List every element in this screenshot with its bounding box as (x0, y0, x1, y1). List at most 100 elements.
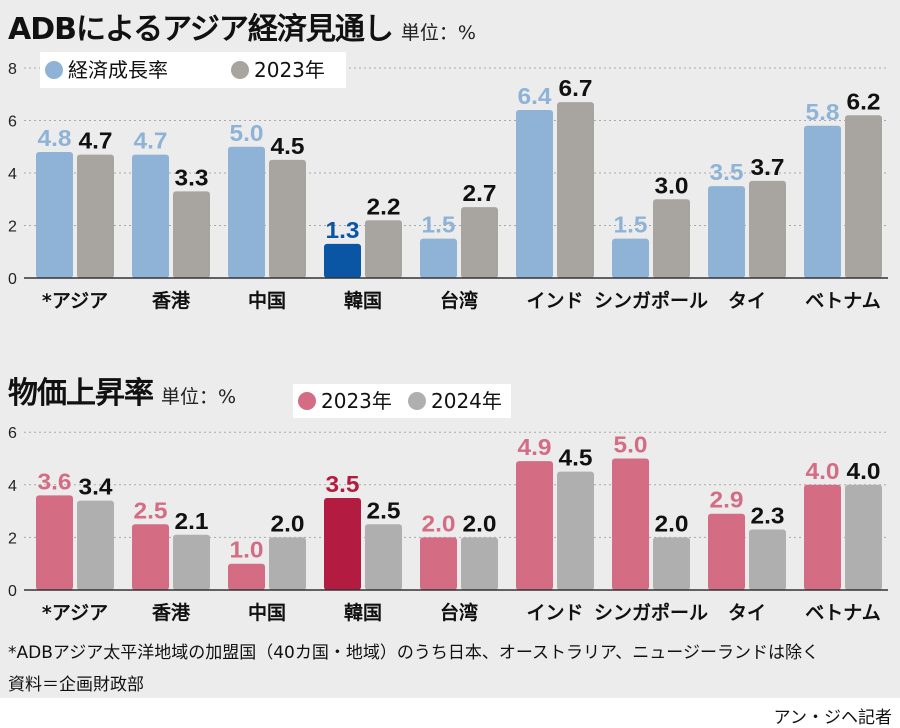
y-tick-label: 6 (8, 425, 17, 442)
bar-インド-2 (557, 102, 594, 278)
category-label: 中国 (248, 289, 286, 312)
legend-label: 2023年 (321, 389, 392, 413)
data-label: 2.5 (367, 497, 401, 523)
data-label: 5.8 (806, 99, 840, 125)
category-label: シンガポール (594, 601, 708, 624)
legend-box (293, 384, 511, 418)
legend-marker (231, 61, 249, 79)
data-label: 6.2 (847, 88, 881, 114)
data-label: 2.0 (422, 510, 456, 536)
data-label: 4.7 (79, 128, 113, 154)
credit: アン・ジヘ記者 (773, 708, 892, 728)
chart2-unit: 単位：% (161, 386, 237, 408)
charts-svg: 0 2 4 6 8 4.8 4.7 *アジア 4.7 3.3 香港 5.0 4.5 中国 1.3 2.2 韓国 1… (8, 52, 888, 624)
category-label: 香港 (151, 602, 191, 624)
bar-タイ-2 (749, 180, 786, 278)
data-label: 4.7 (134, 128, 168, 154)
bar-中国-2 (269, 159, 306, 278)
data-label: 2.0 (655, 510, 689, 536)
category-label: タイ (728, 290, 766, 312)
bar-韓国-1 (324, 243, 361, 278)
category-label: インド (526, 290, 583, 312)
data-label: 5.0 (614, 432, 648, 458)
legend-marker (45, 61, 63, 79)
category-label: *アジア (42, 290, 108, 312)
data-label: 3.0 (655, 172, 689, 198)
category-label: タイ (728, 602, 766, 624)
bar-タイ-1 (708, 186, 745, 278)
y-tick-label: 4 (8, 478, 17, 495)
category-label: 中国 (248, 601, 286, 624)
bar-中国-1 (228, 146, 265, 278)
bar-台湾-2 (461, 537, 498, 590)
y-tick-label: 4 (8, 166, 17, 183)
category-label: 台湾 (440, 601, 478, 624)
data-label: 3.4 (79, 474, 113, 500)
data-label: 1.3 (326, 217, 360, 243)
category-label: 台湾 (440, 289, 478, 312)
data-label: 4.0 (847, 458, 881, 484)
legend-marker (408, 392, 426, 410)
data-label: 2.7 (463, 180, 497, 206)
category-label: ベトナム (805, 290, 880, 312)
bar-中国-2 (269, 537, 306, 590)
bar-香港-1 (132, 524, 169, 590)
legend-label: 経済成長率 (68, 58, 168, 82)
category-label: 韓国 (344, 601, 382, 624)
bar-香港-2 (173, 191, 210, 278)
legend-label: 2023年 (254, 58, 325, 82)
data-label: 4.0 (806, 458, 840, 484)
y-tick-label: 2 (8, 219, 17, 236)
bar-ベトナム-2 (845, 115, 882, 278)
data-label: 4.5 (559, 445, 593, 471)
bar-香港-2 (173, 534, 210, 590)
bar-*アジア-2 (77, 500, 114, 590)
y-tick-label: 6 (8, 114, 17, 131)
bar-ベトナム-1 (804, 484, 841, 590)
bar-タイ-1 (708, 513, 745, 590)
bar-台湾-1 (420, 238, 457, 278)
category-label: 韓国 (344, 289, 382, 312)
bar-香港-1 (132, 154, 169, 278)
bar-韓国-2 (365, 220, 402, 278)
data-label: 2.3 (751, 503, 785, 529)
chart2-title: 物価上昇率 単位：% (8, 376, 237, 411)
bar-中国-1 (228, 563, 265, 590)
data-label: 3.5 (326, 471, 360, 497)
chart1-title: ADBによるアジア経済見通し 単位：% (8, 12, 476, 47)
category-label: 香港 (151, 290, 191, 312)
data-label: 2.0 (463, 510, 497, 536)
bar-*アジア-1 (36, 152, 73, 278)
data-label: 1.5 (614, 212, 648, 238)
bar-シンガポール-1 (612, 458, 649, 590)
data-label: 2.2 (367, 193, 401, 219)
legend-label: 2024年 (431, 389, 502, 413)
bar-シンガポール-2 (653, 199, 690, 278)
bar-台湾-1 (420, 537, 457, 590)
data-label: 2.0 (271, 510, 305, 536)
category-label: *アジア (42, 602, 108, 624)
data-label: 3.5 (710, 159, 744, 185)
bar-韓国-2 (365, 524, 402, 590)
bottom-strip (0, 698, 900, 728)
data-label: 4.8 (38, 125, 72, 151)
bar-ベトナム-2 (845, 484, 882, 590)
bar-*アジア-1 (36, 495, 73, 590)
y-tick-label: 0 (8, 271, 17, 288)
legend-box (40, 52, 346, 88)
bar-インド-1 (516, 110, 553, 278)
bar-韓国-1 (324, 497, 361, 590)
y-tick-label: 0 (8, 583, 17, 600)
legend-marker (298, 392, 316, 410)
bar-タイ-2 (749, 529, 786, 590)
y-tick-label: 8 (8, 61, 17, 78)
y-tick-label: 2 (8, 530, 17, 547)
data-label: 4.9 (518, 434, 552, 460)
category-label: シンガポール (594, 289, 708, 312)
category-label: ベトナム (805, 602, 880, 624)
data-label: 3.6 (38, 468, 72, 494)
data-label: 6.4 (518, 83, 552, 109)
bar-シンガポール-2 (653, 537, 690, 590)
bar-インド-1 (516, 461, 553, 590)
data-label: 3.7 (751, 154, 785, 180)
